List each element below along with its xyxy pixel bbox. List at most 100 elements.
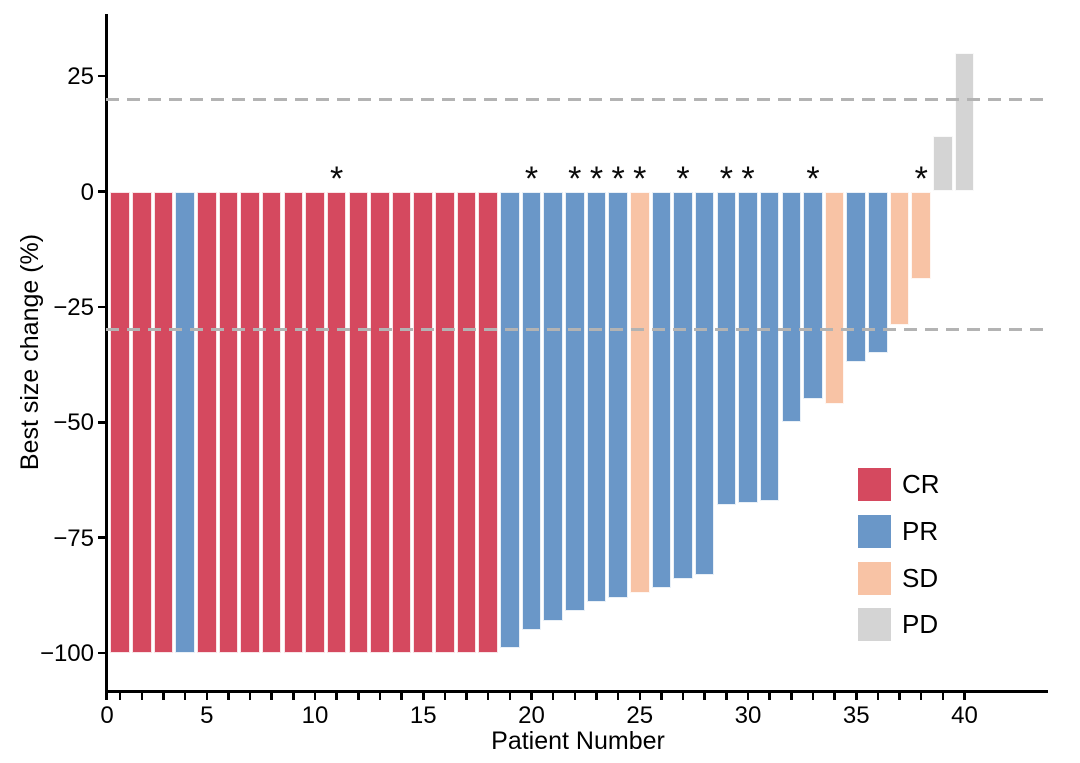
bar-patient-15: [413, 191, 434, 653]
y-tick-label--75: −75: [53, 524, 94, 552]
x-tick-2: [140, 693, 144, 700]
x-tick-5: [205, 693, 208, 700]
bar-patient-37: [889, 191, 910, 326]
legend-label-CR: CR: [902, 469, 940, 499]
x-tick-label-20: 20: [518, 702, 545, 729]
x-tick-22: [573, 693, 577, 700]
x-tick-3: [162, 693, 165, 700]
y-tick-label-25: 25: [67, 63, 94, 91]
bar-patient-29: [716, 191, 737, 506]
asterisk-patient-25: *: [633, 160, 647, 198]
x-tick-29: [725, 693, 728, 700]
legend-swatch-SD: [858, 561, 891, 595]
bar-patient-31: [759, 191, 780, 501]
x-tick-16: [443, 693, 447, 700]
bar-patient-27: [673, 191, 693, 580]
x-tick-23: [595, 693, 598, 700]
asterisk-patient-22: *: [568, 160, 582, 198]
bar-patient-21: [543, 191, 563, 621]
bar-patient-12: [348, 191, 369, 653]
x-tick-34: [833, 693, 836, 700]
x-tick-14: [400, 693, 403, 700]
x-tick-12: [357, 693, 360, 700]
x-tick-label-15: 15: [409, 702, 437, 729]
legend-swatch-PD: [858, 608, 891, 642]
reference-line-minus30: [106, 328, 1048, 332]
x-tick-label-25: 25: [626, 702, 654, 729]
x-tick-label-30: 30: [734, 702, 762, 729]
asterisk-patient-11: *: [330, 160, 344, 198]
bar-patient-14: [391, 191, 412, 653]
x-tick-31: [768, 693, 771, 700]
bar-patient-23: [586, 191, 607, 603]
bar-patient-35: [846, 191, 867, 363]
legend-swatch-CR: [858, 468, 891, 501]
legend-label-PR: PR: [902, 515, 939, 546]
x-tick-26: [660, 693, 663, 700]
x-tick-19: [508, 693, 512, 700]
x-tick-25: [638, 693, 641, 700]
bar-patient-24: [608, 191, 628, 598]
x-tick-9: [292, 693, 295, 700]
x-tick-30: [746, 693, 750, 700]
x-tick-11: [335, 693, 338, 700]
x-tick-label-35: 35: [842, 702, 870, 729]
bar-patient-19: [500, 191, 520, 649]
asterisk-patient-30: *: [741, 160, 755, 198]
bar-patient-26: [651, 191, 672, 589]
x-tick-17: [465, 693, 468, 700]
x-tick-37: [898, 693, 901, 700]
bar-patient-4: [175, 191, 195, 653]
x-tick-4: [183, 693, 187, 700]
bar-patient-38: [911, 191, 931, 280]
asterisk-patient-24: *: [611, 160, 625, 198]
y-tick-label--25: −25: [53, 293, 94, 321]
bar-patient-7: [240, 191, 260, 653]
asterisk-patient-29: *: [719, 160, 733, 198]
bar-patient-11: [326, 191, 347, 653]
asterisk-patient-20: *: [524, 160, 539, 198]
x-tick-40: [963, 693, 966, 700]
y-tick-25: [98, 74, 105, 78]
asterisk-patient-27: *: [676, 160, 690, 198]
legend-label-SD: SD: [902, 562, 939, 593]
x-tick-8: [270, 693, 273, 700]
y-tick-label-0: 0: [80, 178, 94, 206]
x-tick-label-10: 10: [301, 702, 329, 729]
x-tick-35: [855, 693, 858, 700]
legend-swatch-PR: [858, 514, 891, 548]
bar-patient-18: [478, 191, 498, 653]
y-tick--25: [98, 305, 105, 309]
y-tick--100: [98, 651, 105, 655]
x-axis-title: Patient Number: [491, 727, 665, 755]
reference-line-plus20: [106, 97, 1048, 101]
x-tick-1: [118, 693, 122, 700]
bar-patient-3: [153, 191, 174, 653]
x-tick-0: [105, 693, 108, 700]
bar-patient-30: [738, 191, 758, 503]
y-tick--75: [98, 536, 105, 539]
bar-patient-9: [283, 191, 304, 653]
bar-patient-5: [196, 191, 217, 653]
x-tick-24: [616, 693, 620, 700]
x-tick-38: [919, 693, 923, 700]
x-tick-15: [422, 693, 425, 700]
x-tick-13: [378, 693, 382, 700]
y-tick-0: [98, 190, 105, 193]
asterisk-patient-33: *: [806, 160, 820, 198]
x-tick-28: [703, 693, 706, 700]
bar-patient-36: [868, 191, 888, 354]
bar-patient-40: [954, 53, 975, 192]
y-tick--50: [98, 421, 105, 424]
x-tick-32: [790, 693, 793, 700]
bar-patient-34: [824, 191, 845, 404]
legend-label-PD: PD: [902, 609, 939, 640]
asterisk-patient-23: *: [589, 160, 604, 198]
bar-patient-39: [933, 136, 953, 192]
bar-patient-2: [132, 191, 152, 653]
x-axis-spine: [105, 690, 1048, 693]
bar-patient-22: [565, 191, 585, 612]
x-tick-10: [313, 693, 317, 700]
x-tick-21: [551, 693, 555, 700]
bar-patient-1: [110, 191, 130, 653]
